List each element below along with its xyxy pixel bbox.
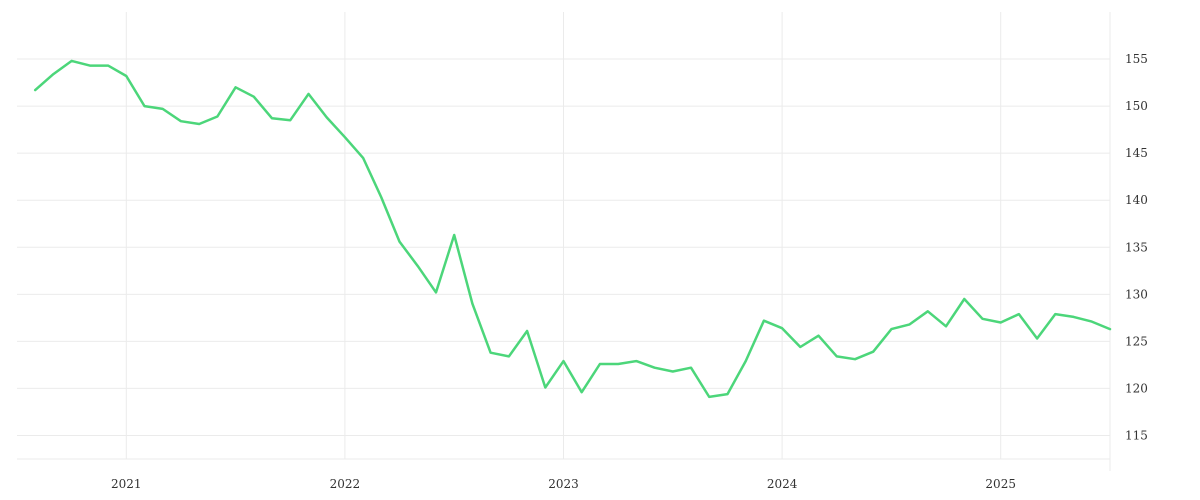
x-tick-label: 2022: [330, 477, 361, 491]
series-group: [33, 59, 1112, 399]
y-tick-label: 140: [1125, 193, 1148, 207]
x-tick-label: 2024: [767, 477, 798, 491]
x-axis-tick-labels: 2021 2022 2023 2024 2025: [111, 477, 1016, 491]
y-tick-label: 155: [1125, 52, 1148, 66]
y-tick-label: 125: [1125, 334, 1148, 348]
x-tick-label: 2021: [111, 477, 142, 491]
x-tick-label: 2023: [548, 477, 579, 491]
series-line: [33, 59, 1112, 399]
y-axis-tick-labels: 115 120 125 130 135 140 145 150 155: [1125, 52, 1148, 442]
x-tick-label: 2025: [985, 477, 1016, 491]
y-tick-label: 115: [1125, 428, 1148, 442]
y-tick-label: 120: [1125, 381, 1148, 395]
y-tick-label: 135: [1125, 240, 1148, 254]
y-gridlines: [17, 58, 1110, 436]
y-tick-label: 130: [1125, 287, 1148, 301]
y-tick-label: 150: [1125, 99, 1148, 113]
y-tick-label: 145: [1125, 146, 1148, 160]
x-gridlines: [17, 12, 1111, 471]
